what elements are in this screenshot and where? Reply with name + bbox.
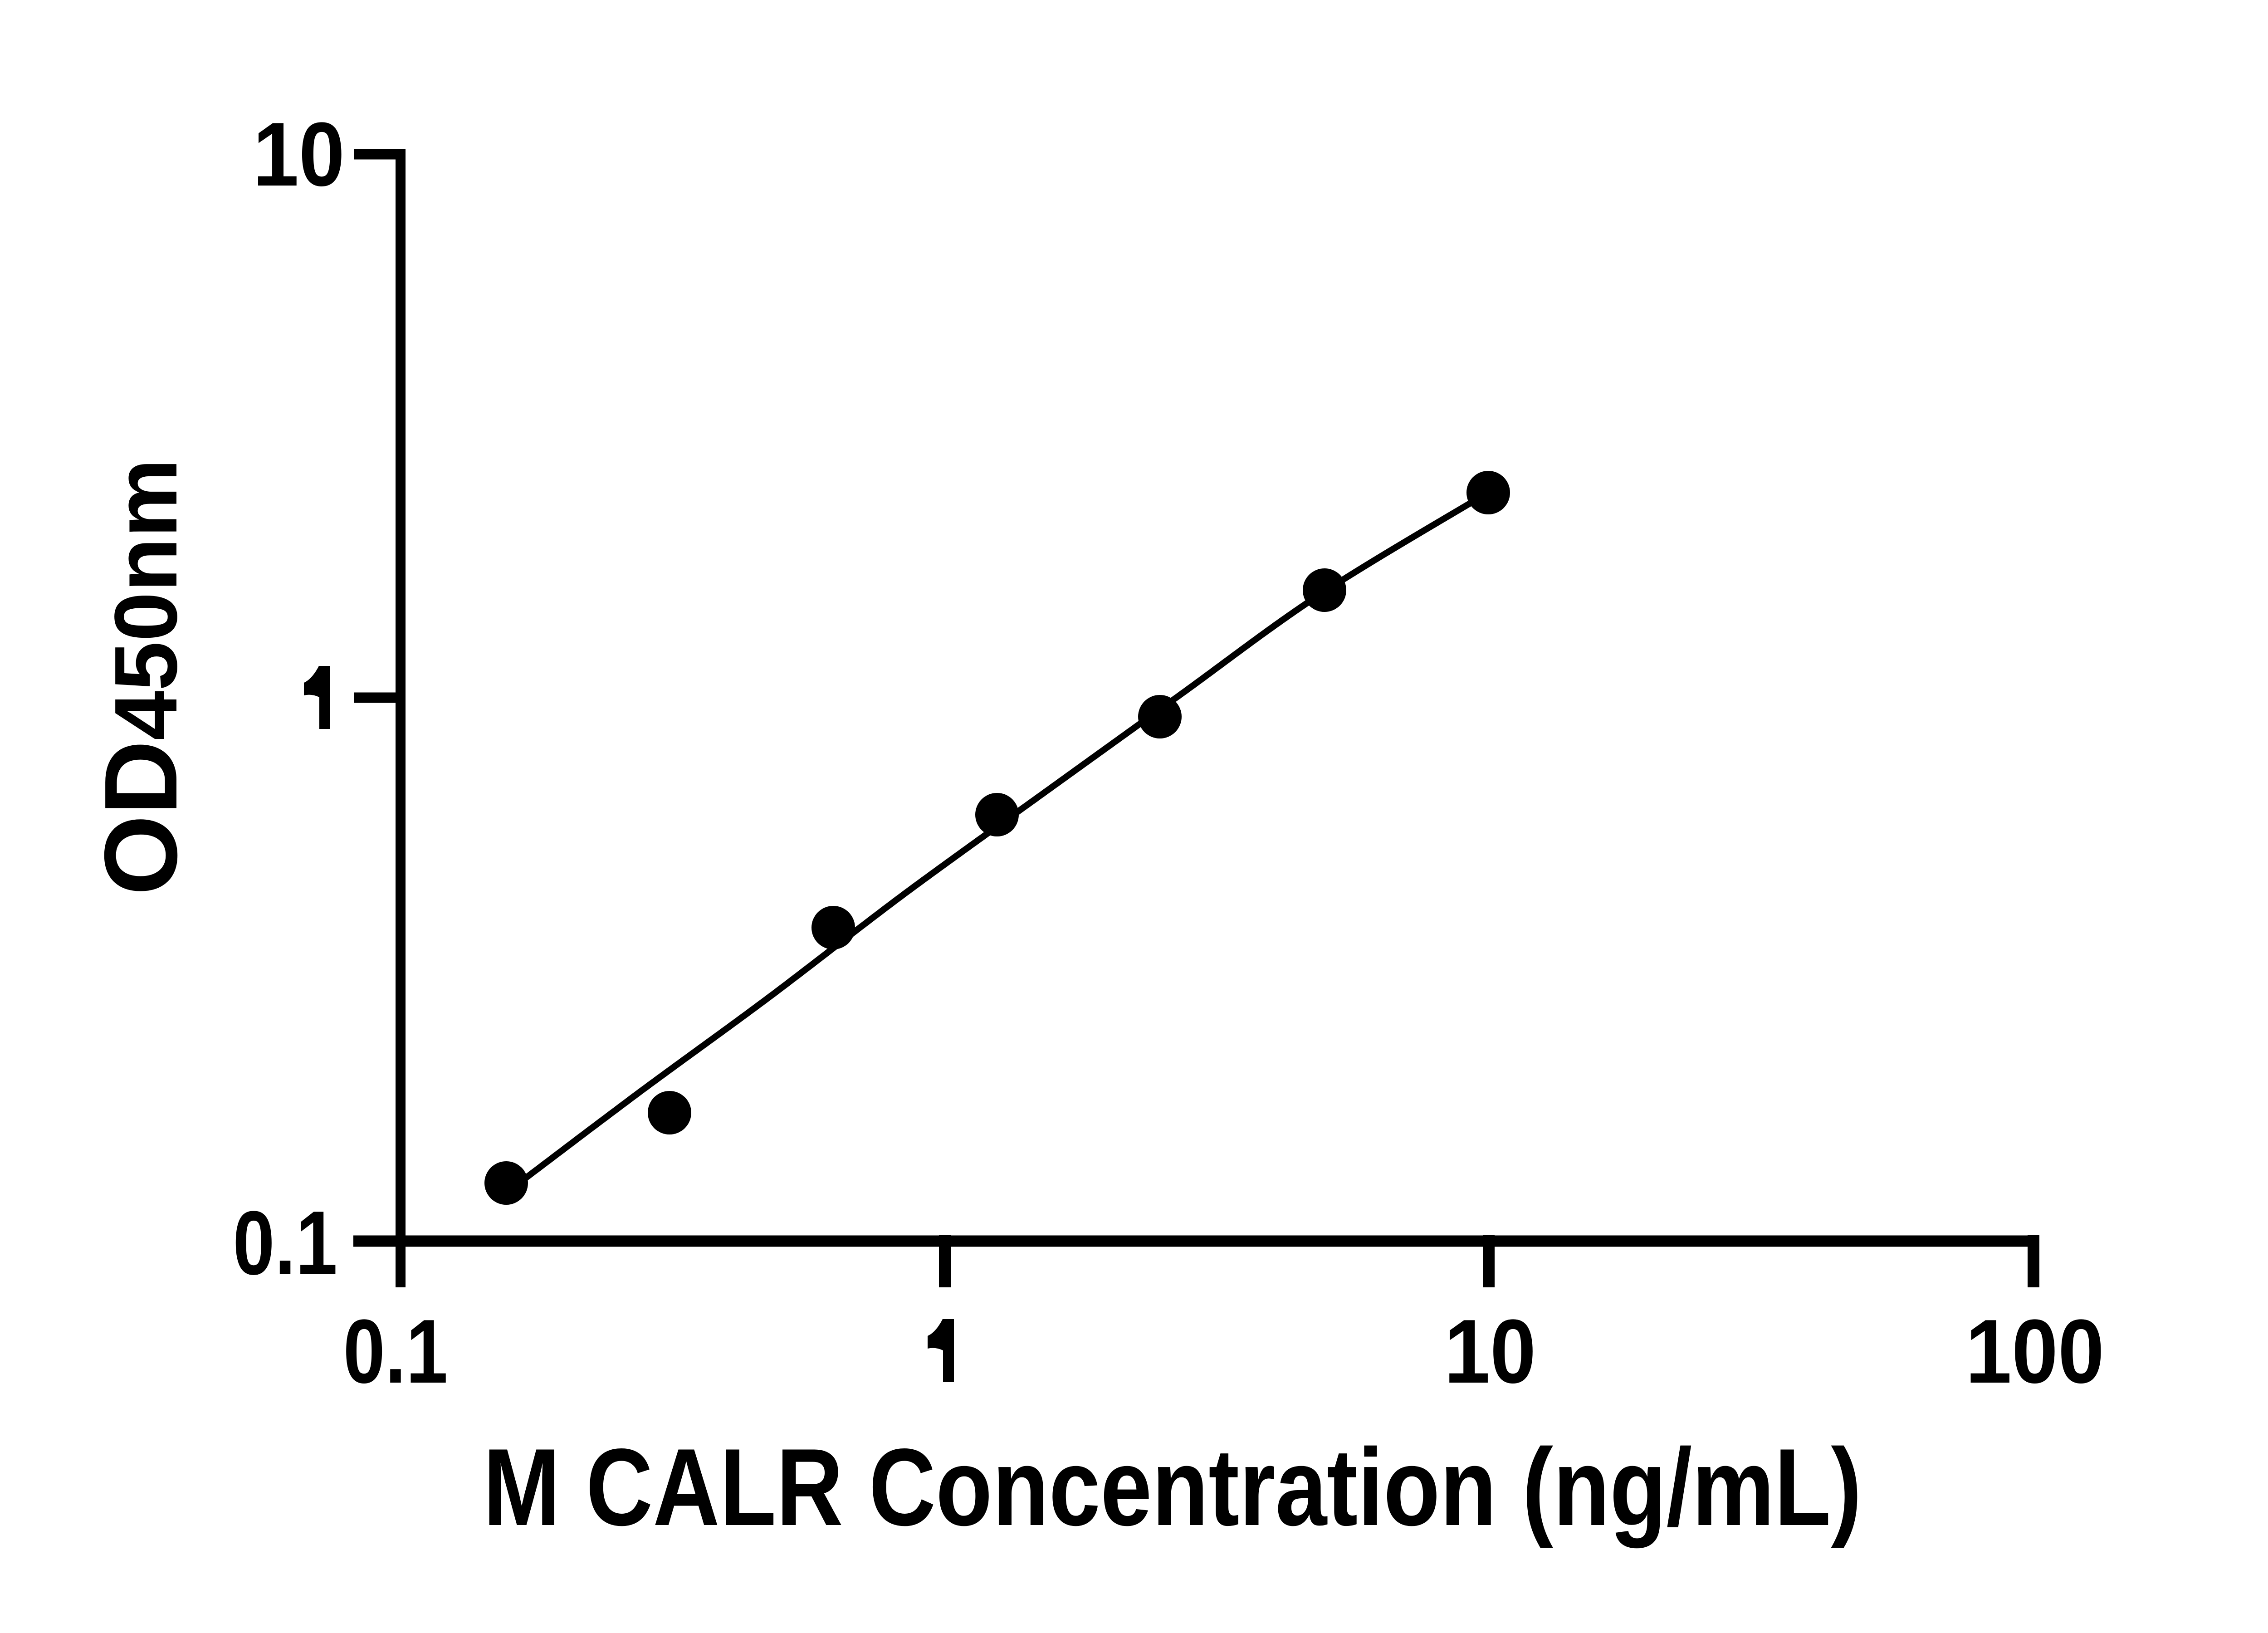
svg-text:100: 100 [1965, 1301, 2104, 1402]
svg-text:0.1: 0.1 [343, 1301, 448, 1402]
svg-text:M CALR Concentration (ng/mL): M CALR Concentration (ng/mL) [483, 1426, 1862, 1549]
svg-text:10: 10 [1444, 1301, 1536, 1402]
svg-text:OD450nm: OD450nm [83, 459, 199, 895]
svg-text:0.1: 0.1 [233, 1192, 337, 1293]
svg-text:10: 10 [253, 103, 345, 205]
